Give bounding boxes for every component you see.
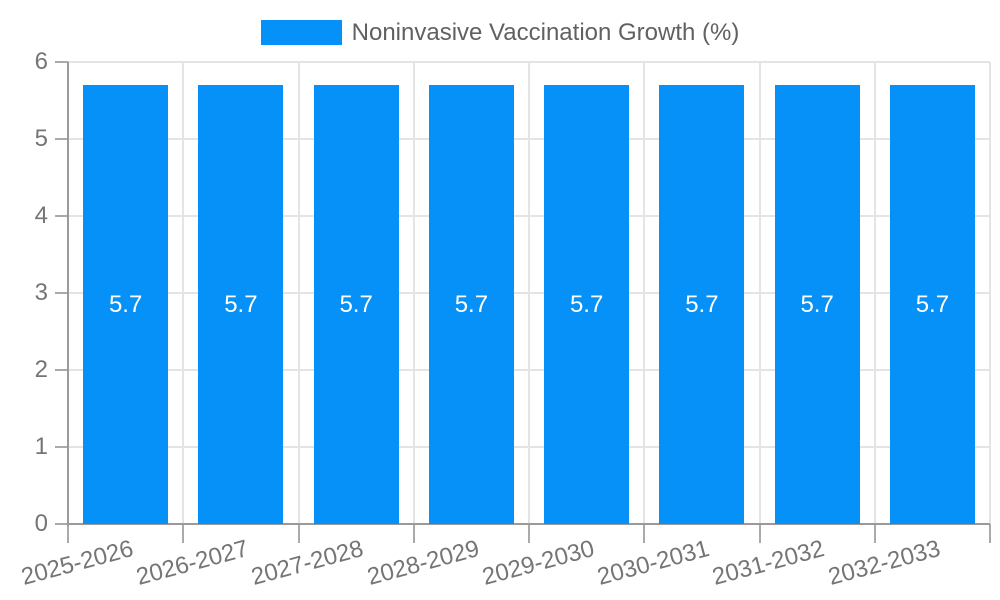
y-axis-tick [55,292,68,294]
x-tick-label: 2025-2026 [18,535,137,591]
bar: 5.7 [544,85,630,524]
x-gridline [412,62,415,524]
x-tick-label: 2029-2030 [479,535,598,591]
x-axis-tick [989,524,991,543]
x-axis-line [68,523,990,525]
y-tick-label: 0 [34,510,48,537]
x-axis-tick [67,524,69,543]
x-axis-tick [182,524,185,543]
bar: 5.7 [83,85,169,524]
x-tick-label: 2032-2033 [824,535,943,591]
legend-label: Noninvasive Vaccination Growth (%) [351,18,740,46]
x-tick-label: 2027-2028 [248,535,367,591]
x-axis-tick [528,524,530,543]
legend[interactable]: Noninvasive Vaccination Growth (%) [0,18,1000,46]
y-axis-line [67,62,69,526]
bar: 5.7 [889,85,975,524]
y-tick-label: 3 [34,279,48,306]
bar: 5.7 [198,85,284,524]
y-axis-tick [55,138,68,140]
bar-value-label: 5.7 [224,290,258,318]
x-gridline [643,62,646,524]
bar: 5.7 [428,85,514,524]
legend-swatch[interactable] [260,20,342,45]
bar-value-label: 5.7 [454,290,489,318]
bar: 5.7 [774,85,860,524]
y-tick-label: 1 [34,433,48,460]
x-tick-label: 2031-2032 [709,535,828,591]
bar-value-label: 5.7 [108,290,143,318]
x-tick-label: 2026-2027 [133,535,252,591]
x-axis-tick [297,524,300,543]
x-gridline [758,62,761,524]
x-axis-tick [873,524,876,543]
x-gridline [528,62,530,524]
y-tick-label: 5 [34,125,48,152]
y-tick-label: 6 [34,48,48,75]
y-axis-tick [55,369,68,371]
x-gridline [873,62,876,524]
bar-value-label: 5.7 [569,290,604,318]
y-axis-tick [55,523,68,525]
y-axis-tick [55,446,68,448]
y-tick-label: 2 [34,356,48,383]
x-axis-tick [412,524,415,543]
x-tick-label: 2028-2029 [363,535,482,591]
bar: 5.7 [313,85,399,524]
x-gridline [297,62,300,524]
x-axis-tick [643,524,646,543]
y-tick-label: 4 [34,202,48,229]
x-gridline [989,62,991,524]
y-axis-tick [55,61,68,63]
x-tick-label: 2030-2031 [594,535,713,591]
bar: 5.7 [659,85,745,524]
bar-value-label: 5.7 [685,290,719,318]
bar-value-label: 5.7 [915,290,950,318]
bar-value-label: 5.7 [800,290,834,318]
x-gridline [182,62,185,524]
bar-value-label: 5.7 [339,290,373,318]
y-axis-tick [55,215,68,217]
x-axis-tick [758,524,761,543]
